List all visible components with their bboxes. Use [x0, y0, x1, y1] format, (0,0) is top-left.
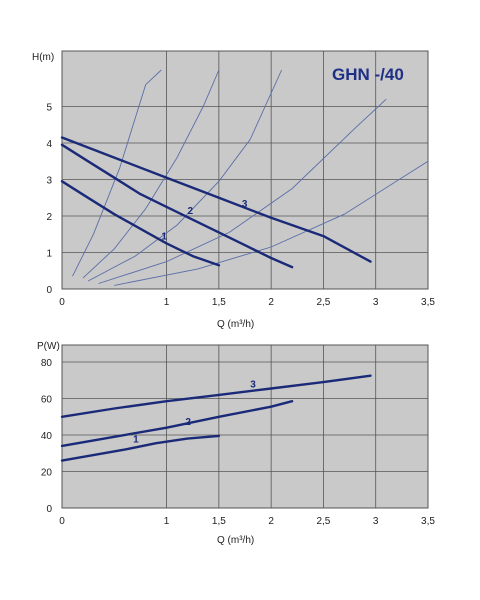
- power-curve-label-1: 1: [133, 434, 139, 445]
- power-y-tick-label: 60: [41, 395, 53, 406]
- head-y-tick-label: 1: [46, 249, 52, 260]
- head-x-tick-label: 0: [59, 297, 65, 308]
- system-curve-3: [87, 69, 283, 282]
- head-grid: [61, 51, 429, 290]
- head-system-curves: [72, 69, 429, 286]
- head-plot-area: [61, 50, 429, 290]
- head-y-axis-label: H(m): [32, 52, 54, 63]
- head-x-tick-labels: 0 1 1,5 2 2,5 3 3,5: [59, 297, 435, 308]
- head-curve-label-3: 3: [242, 199, 248, 210]
- power-y-axis-label: P(W): [37, 341, 60, 352]
- head-x-tick-label: 2: [268, 297, 274, 308]
- head-chart: 1 2 3 0 1 1,5 2 2,5 3 3,5 0 1 2 3 4 5 GHN -/40 H(m) Q…: [32, 50, 435, 330]
- power-series: 1 2 3: [60, 374, 372, 462]
- head-x-tick-label: 3: [373, 297, 379, 308]
- head-y-tick-label: 3: [46, 176, 52, 187]
- power-grid: [61, 345, 429, 509]
- head-y-tick-label: 0: [46, 285, 52, 296]
- head-x-tick-label: 2,5: [316, 297, 330, 308]
- head-y-tick-label: 2: [46, 212, 52, 223]
- power-y-tick-labels: 0 20 40 60 80: [41, 358, 53, 515]
- system-curve-5: [114, 160, 429, 286]
- power-x-tick-label: 2: [268, 516, 274, 527]
- power-x-axis-label: Q (m³/h): [217, 535, 254, 546]
- power-x-tick-label: 2,5: [316, 516, 330, 527]
- power-x-tick-label: 3,5: [421, 516, 435, 527]
- head-curve-3: [60, 136, 372, 263]
- head-y-tick-label: 5: [46, 103, 52, 114]
- power-y-tick-label: 20: [41, 468, 53, 479]
- head-x-tick-label: 1,5: [212, 297, 226, 308]
- head-x-tick-label: 3,5: [421, 297, 435, 308]
- power-y-tick-label: 0: [46, 504, 52, 515]
- power-x-tick-label: 0: [59, 516, 65, 527]
- head-curve-1: [60, 180, 221, 267]
- head-curve-2: [60, 143, 294, 269]
- power-plot-area: [61, 344, 429, 509]
- power-y-tick-label: 40: [41, 431, 53, 442]
- power-curve-2: [60, 400, 294, 448]
- head-y-tick-label: 4: [46, 139, 52, 150]
- head-curve-label-2: 2: [187, 206, 193, 217]
- power-curve-label-2: 2: [185, 417, 191, 428]
- power-x-tick-label: 1,5: [212, 516, 226, 527]
- system-curve-4: [98, 98, 387, 284]
- power-y-tick-label: 80: [41, 358, 53, 369]
- power-chart: 1 2 3 0 1 1,5 2 2,5 3 3,5 0 20 40 60 80 P(W) Q (m³/h…: [37, 341, 435, 546]
- head-x-axis-label: Q (m³/h): [217, 319, 254, 330]
- power-curve-1: [60, 434, 221, 462]
- power-x-tick-labels: 0 1 1,5 2 2,5 3 3,5: [59, 516, 435, 527]
- power-curve-label-3: 3: [250, 380, 256, 391]
- chart-title: GHN -/40: [332, 65, 404, 84]
- head-y-tick-labels: 0 1 2 3 4 5: [46, 103, 52, 297]
- head-curve-label-1: 1: [161, 232, 167, 243]
- power-curve-3: [60, 374, 372, 418]
- system-curve-1: [72, 69, 162, 277]
- system-curve-2: [82, 69, 220, 279]
- power-x-tick-label: 3: [373, 516, 379, 527]
- head-series: 1 2 3: [60, 136, 372, 269]
- head-x-tick-label: 1: [164, 297, 170, 308]
- power-x-tick-label: 1: [164, 516, 170, 527]
